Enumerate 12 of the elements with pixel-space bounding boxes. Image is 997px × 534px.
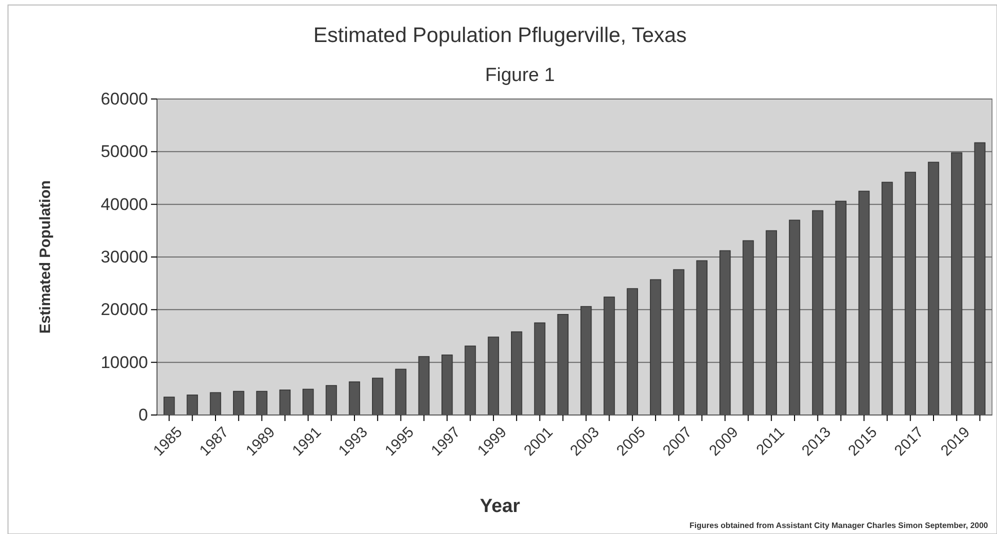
chart-subtitle: Figure 1: [485, 65, 555, 86]
x-axis-title: Year: [480, 496, 521, 517]
chart-title: Estimated Population Pflugerville, Texas: [313, 24, 687, 47]
y-tick-label: 40000: [100, 194, 148, 214]
y-tick-label: 20000: [100, 300, 148, 320]
y-tick-label: 50000: [100, 142, 148, 162]
y-tick-label: 10000: [100, 352, 148, 372]
text: Figures obtained from Assistant City Manager Charles Simon September, 2000: [690, 521, 989, 530]
y-tick-label: 30000: [100, 247, 148, 266]
y-axis-title: Estimated Population: [37, 180, 54, 334]
y-tick-label: 60000: [100, 89, 148, 108]
y-tick-label: 0: [138, 405, 148, 424]
